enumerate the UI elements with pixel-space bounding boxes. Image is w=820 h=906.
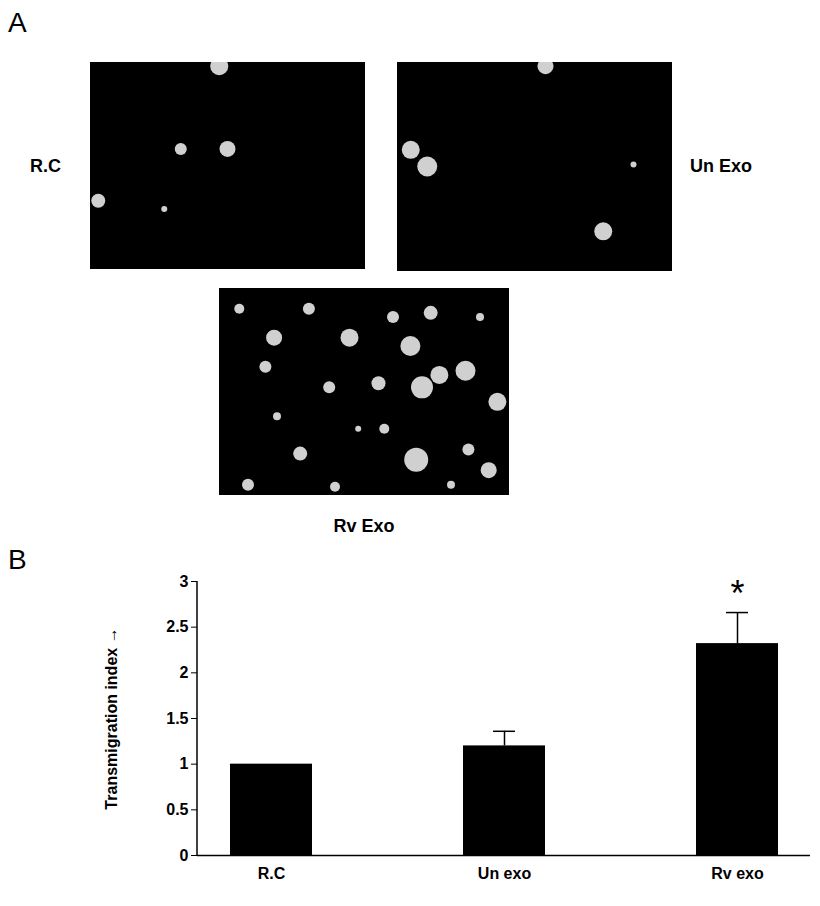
svg-text:*: * — [730, 573, 744, 614]
svg-text:0.5: 0.5 — [166, 801, 188, 818]
svg-text:Un exo: Un exo — [478, 865, 532, 882]
svg-text:Un Exo: Un Exo — [690, 156, 752, 176]
svg-text:Rv Exo: Rv Exo — [333, 516, 394, 536]
svg-text:2: 2 — [180, 664, 189, 681]
svg-text:0: 0 — [180, 847, 189, 864]
svg-text:A: A — [8, 7, 27, 38]
svg-text:R.C: R.C — [30, 156, 61, 176]
svg-text:2.5: 2.5 — [166, 618, 188, 635]
svg-text:1.5: 1.5 — [166, 710, 188, 727]
svg-text:R.C: R.C — [258, 865, 286, 882]
svg-text:Rv exo: Rv exo — [711, 865, 764, 882]
svg-text:Transmigration index →: Transmigration index → — [103, 627, 120, 809]
html-text:B: B — [8, 544, 27, 575]
svg-text:1: 1 — [180, 755, 189, 772]
svg-text:3: 3 — [180, 573, 189, 590]
